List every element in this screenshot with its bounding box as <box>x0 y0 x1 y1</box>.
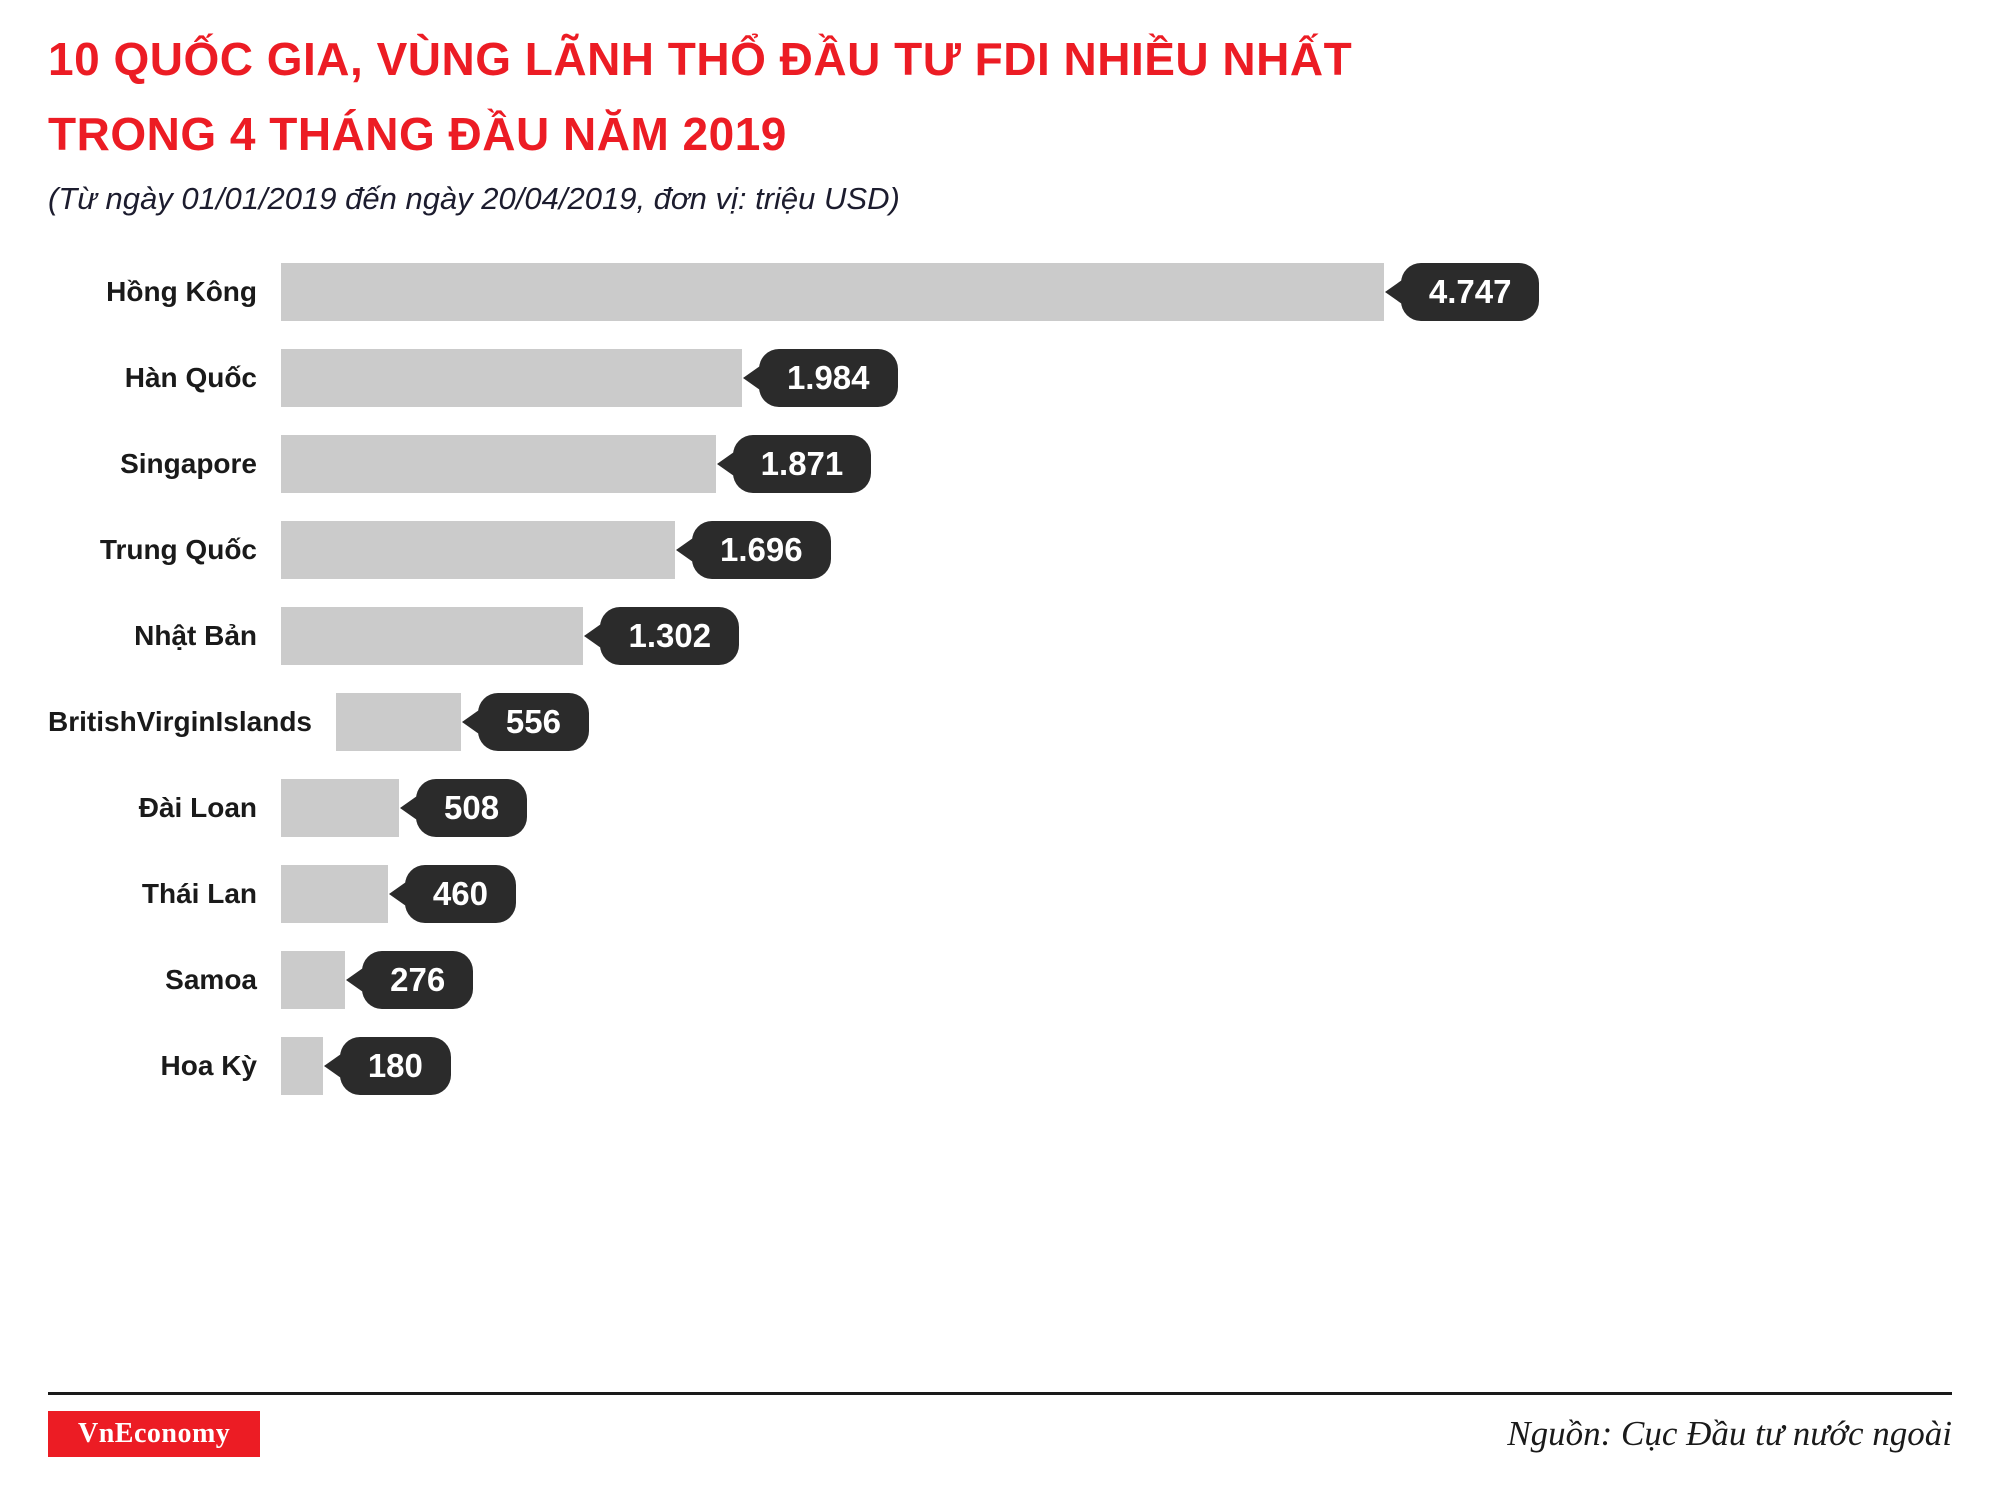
bar-label: BritishVirginIslands <box>48 706 312 738</box>
bar-label: Nhật Bản <box>134 620 257 652</box>
value-badge: 276 <box>362 951 474 1010</box>
value-badge: 508 <box>416 779 528 838</box>
value-badge: 1.984 <box>758 349 898 408</box>
bar <box>281 435 716 494</box>
value-badge: 1.871 <box>732 435 872 494</box>
value-badge: 460 <box>404 865 516 924</box>
chart-row: Singapore 1.871 <box>48 435 1952 494</box>
bar-label: Đài Loan <box>138 792 257 824</box>
bar-track: 1.871 <box>281 435 1952 494</box>
bar <box>281 263 1384 322</box>
value-badge: 180 <box>339 1037 451 1096</box>
bar <box>281 521 676 580</box>
bar <box>281 607 584 666</box>
bar-track: 1.696 <box>281 521 1952 580</box>
bar-track: 1.984 <box>281 349 1952 408</box>
footer-row: VnEconomy Nguồn: Cục Đầu tư nước ngoài <box>48 1411 1952 1457</box>
chart-row: Thái Lan 460 <box>48 865 1952 924</box>
chart-subtitle: (Từ ngày 01/01/2019 đến ngày 20/04/2019,… <box>48 181 900 217</box>
bar <box>336 693 461 752</box>
value-badge: 1.302 <box>600 607 740 666</box>
title-line-1: 10 QUỐC GIA, VÙNG LÃNH THỔ ĐẦU TƯ FDI NH… <box>48 33 1353 85</box>
bar-label: Trung Quốc <box>99 534 257 566</box>
bar <box>281 349 742 408</box>
bar-label: Thái Lan <box>141 878 257 910</box>
bar-chart: Hồng Kông 4.747 Hàn Quốc 1.984 Singapore 1.87… <box>48 263 1952 1096</box>
bar-label: Hồng Kông <box>106 276 257 308</box>
page-title: 10 QUỐC GIA, VÙNG LÃNH THỔ ĐẦU TƯ FDI NH… <box>48 22 1952 171</box>
bar-label: Singapore <box>120 448 257 480</box>
bar <box>281 779 400 838</box>
bar <box>281 951 346 1010</box>
bar-label: Hoa Kỳ <box>160 1050 257 1082</box>
source-text: Nguồn: Cục Đầu tư nước ngoài <box>1507 1414 1952 1453</box>
value-badge: 556 <box>477 693 589 752</box>
bar-track: 180 <box>281 1037 1952 1096</box>
bar-track: 460 <box>281 865 1952 924</box>
chart-row: Nhật Bản 1.302 <box>48 607 1952 666</box>
chart-row: Samoa 276 <box>48 951 1952 1010</box>
value-badge: 4.747 <box>1400 263 1540 322</box>
bar-track: 1.302 <box>281 607 1952 666</box>
bar-label: Samoa <box>165 964 257 996</box>
chart-row: Hoa Kỳ 180 <box>48 1037 1952 1096</box>
bar-label: Hàn Quốc <box>124 362 257 394</box>
value-badge: 1.696 <box>692 521 831 580</box>
chart-row: Hàn Quốc 1.984 <box>48 349 1952 408</box>
vneconomy-logo: VnEconomy <box>48 1411 261 1457</box>
bar <box>281 865 388 924</box>
title-line-2: TRONG 4 THÁNG ĐẦU NĂM 2019 <box>48 107 787 160</box>
bar <box>281 1037 323 1096</box>
chart-row: BritishVirginIslands 556 <box>48 693 1952 752</box>
chart-row: Đài Loan 508 <box>48 779 1952 838</box>
footer: VnEconomy Nguồn: Cục Đầu tư nước ngoài <box>48 1392 1952 1457</box>
chart-row: Hồng Kông 4.747 <box>48 263 1952 322</box>
footer-divider <box>48 1392 1952 1395</box>
bar-track: 4.747 <box>281 263 1952 322</box>
bar-track: 508 <box>281 779 1952 838</box>
bar-track: 276 <box>281 951 1952 1010</box>
bar-track: 556 <box>336 693 1952 752</box>
chart-row: Trung Quốc 1.696 <box>48 521 1952 580</box>
